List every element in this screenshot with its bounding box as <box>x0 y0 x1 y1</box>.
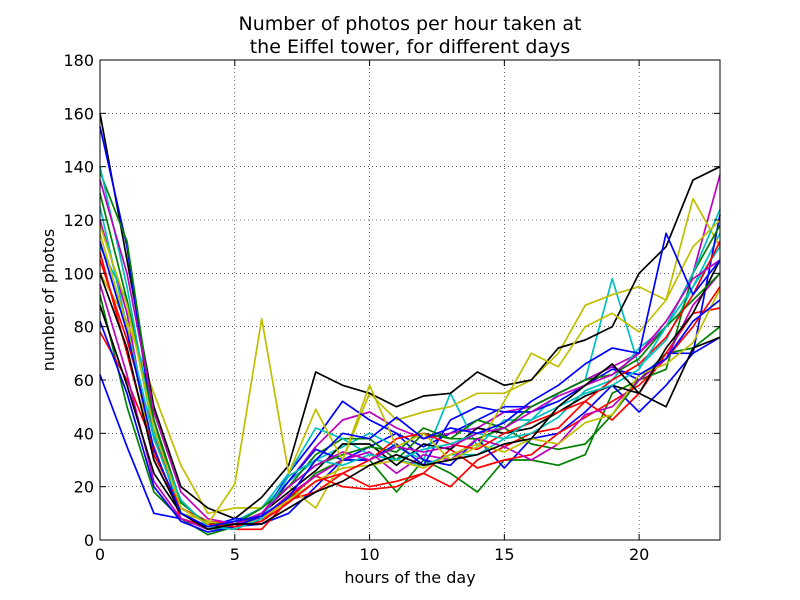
series-line-22 <box>99 232 721 528</box>
x-tick-label: 15 <box>494 545 514 564</box>
y-tick-label: 140 <box>63 158 94 177</box>
y-tick-label: 80 <box>74 318 94 337</box>
y-tick-label: 60 <box>74 371 94 390</box>
x-tick-label: 5 <box>230 545 240 564</box>
chart-title-line-2: the Eiffel tower, for different days <box>250 36 571 58</box>
series-lines <box>99 113 721 536</box>
series-line-2 <box>99 294 721 536</box>
series-line-7 <box>99 113 721 520</box>
x-tick-label: 10 <box>359 545 379 564</box>
series-line-19 <box>99 179 721 525</box>
x-tick-label: 20 <box>629 545 649 564</box>
y-tick-label: 180 <box>63 51 94 70</box>
series-line-21 <box>99 273 721 531</box>
plot-frame <box>99 59 721 541</box>
y-tick-label: 100 <box>63 264 94 283</box>
y-tick-label: 160 <box>63 104 94 123</box>
y-tick-label: 120 <box>63 211 94 230</box>
chart-title-line-1: Number of photos per hour taken at <box>239 13 582 35</box>
y-tick-label: 0 <box>84 531 94 550</box>
x-tick-label: 0 <box>95 545 105 564</box>
y-tick-label: 40 <box>74 424 94 443</box>
y-tick-label: 20 <box>74 478 94 497</box>
ticks: 0 5 10 15 20 0 20 40 60 80 100 120 140 160 180 <box>63 51 720 564</box>
y-axis-label: number of photos <box>39 229 58 372</box>
x-axis-label: hours of the day <box>344 568 475 587</box>
series-line-20 <box>99 219 721 525</box>
